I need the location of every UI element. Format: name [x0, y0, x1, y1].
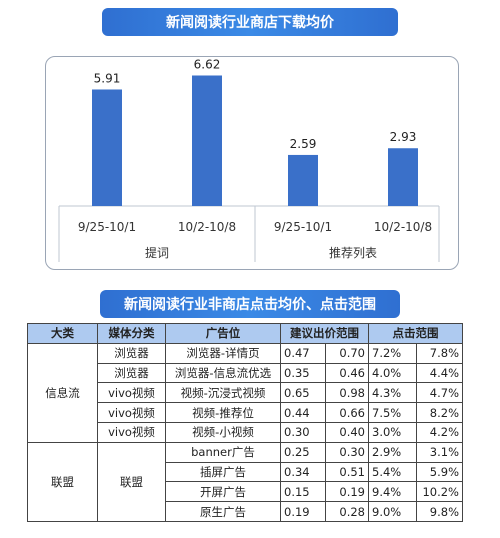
group-label: 推荐列表	[329, 246, 377, 260]
bid-min-cell: 0.25	[280, 441, 326, 463]
slot-cell: 视频-小视频	[165, 421, 281, 443]
data-label: 2.93	[390, 130, 417, 144]
bar	[192, 75, 222, 206]
click-max-cell: 3.1%	[416, 441, 463, 463]
media-cell: vivo视频	[97, 382, 166, 404]
group-label: 提词	[145, 245, 169, 260]
x-tick-label: 9/25-10/1	[274, 220, 332, 234]
table-row: 联盟 联盟 banner广告 0.25 0.30 2.9% 3.1%	[27, 441, 463, 522]
slot-cell: 原生广告	[165, 501, 281, 522]
slot-cell: 浏览器-信息流优选	[165, 362, 281, 384]
slot-cell: banner广告	[165, 441, 281, 463]
click-max-cell: 7.8%	[416, 342, 463, 364]
slot-cell: 视频-沉浸式视频	[165, 382, 281, 404]
slot-cell: 浏览器-详情页	[165, 342, 281, 364]
bid-max-cell: 0.66	[325, 402, 369, 423]
bid-max-cell: 0.19	[325, 481, 369, 503]
bid-max-cell: 0.51	[325, 461, 369, 483]
bar-chart: 5.91 9/25-10/1 6.62 10/2-10/8 提词 2.59 9/25-10/…	[58, 57, 440, 262]
click-min-cell: 2.9%	[368, 441, 417, 463]
bar	[388, 148, 418, 206]
bid-max-cell: 0.98	[325, 382, 369, 404]
bid-max-cell: 0.40	[325, 421, 369, 443]
header-media: 媒体分类	[97, 323, 166, 344]
bid-max-cell: 0.28	[325, 501, 369, 522]
click-max-cell: 4.7%	[416, 382, 463, 404]
bar	[288, 154, 318, 206]
click-min-cell: 5.4%	[368, 461, 417, 483]
header-ad-slot: 广告位	[165, 323, 281, 344]
table-row: 开屏广告 0.15 0.19 9.4% 10.2%	[28, 481, 463, 503]
click-max-cell: 5.9%	[416, 461, 463, 483]
category-cell: 联盟	[27, 441, 98, 522]
bid-max-cell: 0.46	[325, 362, 369, 384]
bar	[92, 89, 122, 206]
click-min-cell: 4.3%	[368, 382, 417, 404]
click-max-cell: 4.4%	[416, 362, 463, 384]
data-label: 6.62	[194, 57, 221, 71]
media-cell: vivo视频	[97, 421, 166, 443]
click-max-cell: 4.2%	[416, 421, 463, 443]
slot-cell: 视频-推荐位	[165, 402, 281, 423]
media-cell: vivo视频	[97, 402, 166, 423]
click-min-cell: 3.0%	[368, 421, 417, 443]
bid-min-cell: 0.47	[280, 342, 326, 364]
table-row: 插屏广告 0.34 0.51 5.4% 5.9%	[28, 461, 463, 483]
table-row: vivo视频 视频-推荐位 0.44 0.66 7.5% 8.2%	[28, 402, 463, 423]
media-cell: 浏览器	[97, 342, 166, 364]
x-tick-label: 10/2-10/8	[374, 220, 432, 234]
click-max-cell: 9.8%	[416, 501, 463, 522]
bid-min-cell: 0.65	[280, 382, 326, 404]
chart-card	[45, 56, 459, 270]
table-header-row: 大类 媒体分类 广告位 建议出价范围 点击范围	[27, 323, 463, 344]
slot-cell: 开屏广告	[165, 481, 281, 503]
click-min-cell: 4.0%	[368, 362, 417, 384]
click-max-cell: 8.2%	[416, 402, 463, 423]
header-category: 大类	[27, 323, 98, 344]
media-cell: 联盟	[97, 441, 166, 522]
data-label: 2.59	[290, 137, 317, 151]
bid-min-cell: 0.30	[280, 421, 326, 443]
click-min-cell: 9.0%	[368, 501, 417, 522]
header-bid-range: 建议出价范围	[280, 323, 369, 344]
bid-min-cell: 0.19	[280, 501, 326, 522]
x-tick-label: 9/25-10/1	[78, 220, 136, 234]
header-click-range: 点击范围	[368, 323, 463, 344]
bid-min-cell: 0.15	[280, 481, 326, 503]
slot-cell: 插屏广告	[165, 461, 281, 483]
bid-min-cell: 0.35	[280, 362, 326, 384]
click-min-cell: 7.2%	[368, 342, 417, 364]
table-row: 原生广告 0.19 0.28 9.0% 9.8%	[28, 501, 463, 522]
bid-max-cell: 0.70	[325, 342, 369, 364]
table-row: 信息流 浏览器 浏览器-详情页 0.47 0.70 7.2% 7.8%	[27, 342, 463, 443]
click-max-cell: 10.2%	[416, 481, 463, 503]
bid-min-cell: 0.44	[280, 402, 326, 423]
data-label: 5.91	[94, 71, 121, 85]
bid-max-cell: 0.30	[325, 441, 369, 463]
chart-title-banner: 新闻阅读行业商店下载均价	[102, 8, 398, 36]
click-min-cell: 9.4%	[368, 481, 417, 503]
price-table: 大类 媒体分类 广告位 建议出价范围 点击范围 信息流 浏览器 浏览器-详情页 …	[27, 323, 463, 522]
category-cell: 信息流	[27, 342, 98, 443]
bid-min-cell: 0.34	[280, 461, 326, 483]
click-min-cell: 7.5%	[368, 402, 417, 423]
table-row: 浏览器 浏览器-信息流优选 0.35 0.46 4.0% 4.4%	[28, 362, 463, 384]
x-tick-label: 10/2-10/8	[178, 220, 236, 234]
media-cell: 浏览器	[97, 362, 166, 384]
table-title-banner: 新闻阅读行业非商店点击均价、点击范围	[100, 290, 400, 318]
